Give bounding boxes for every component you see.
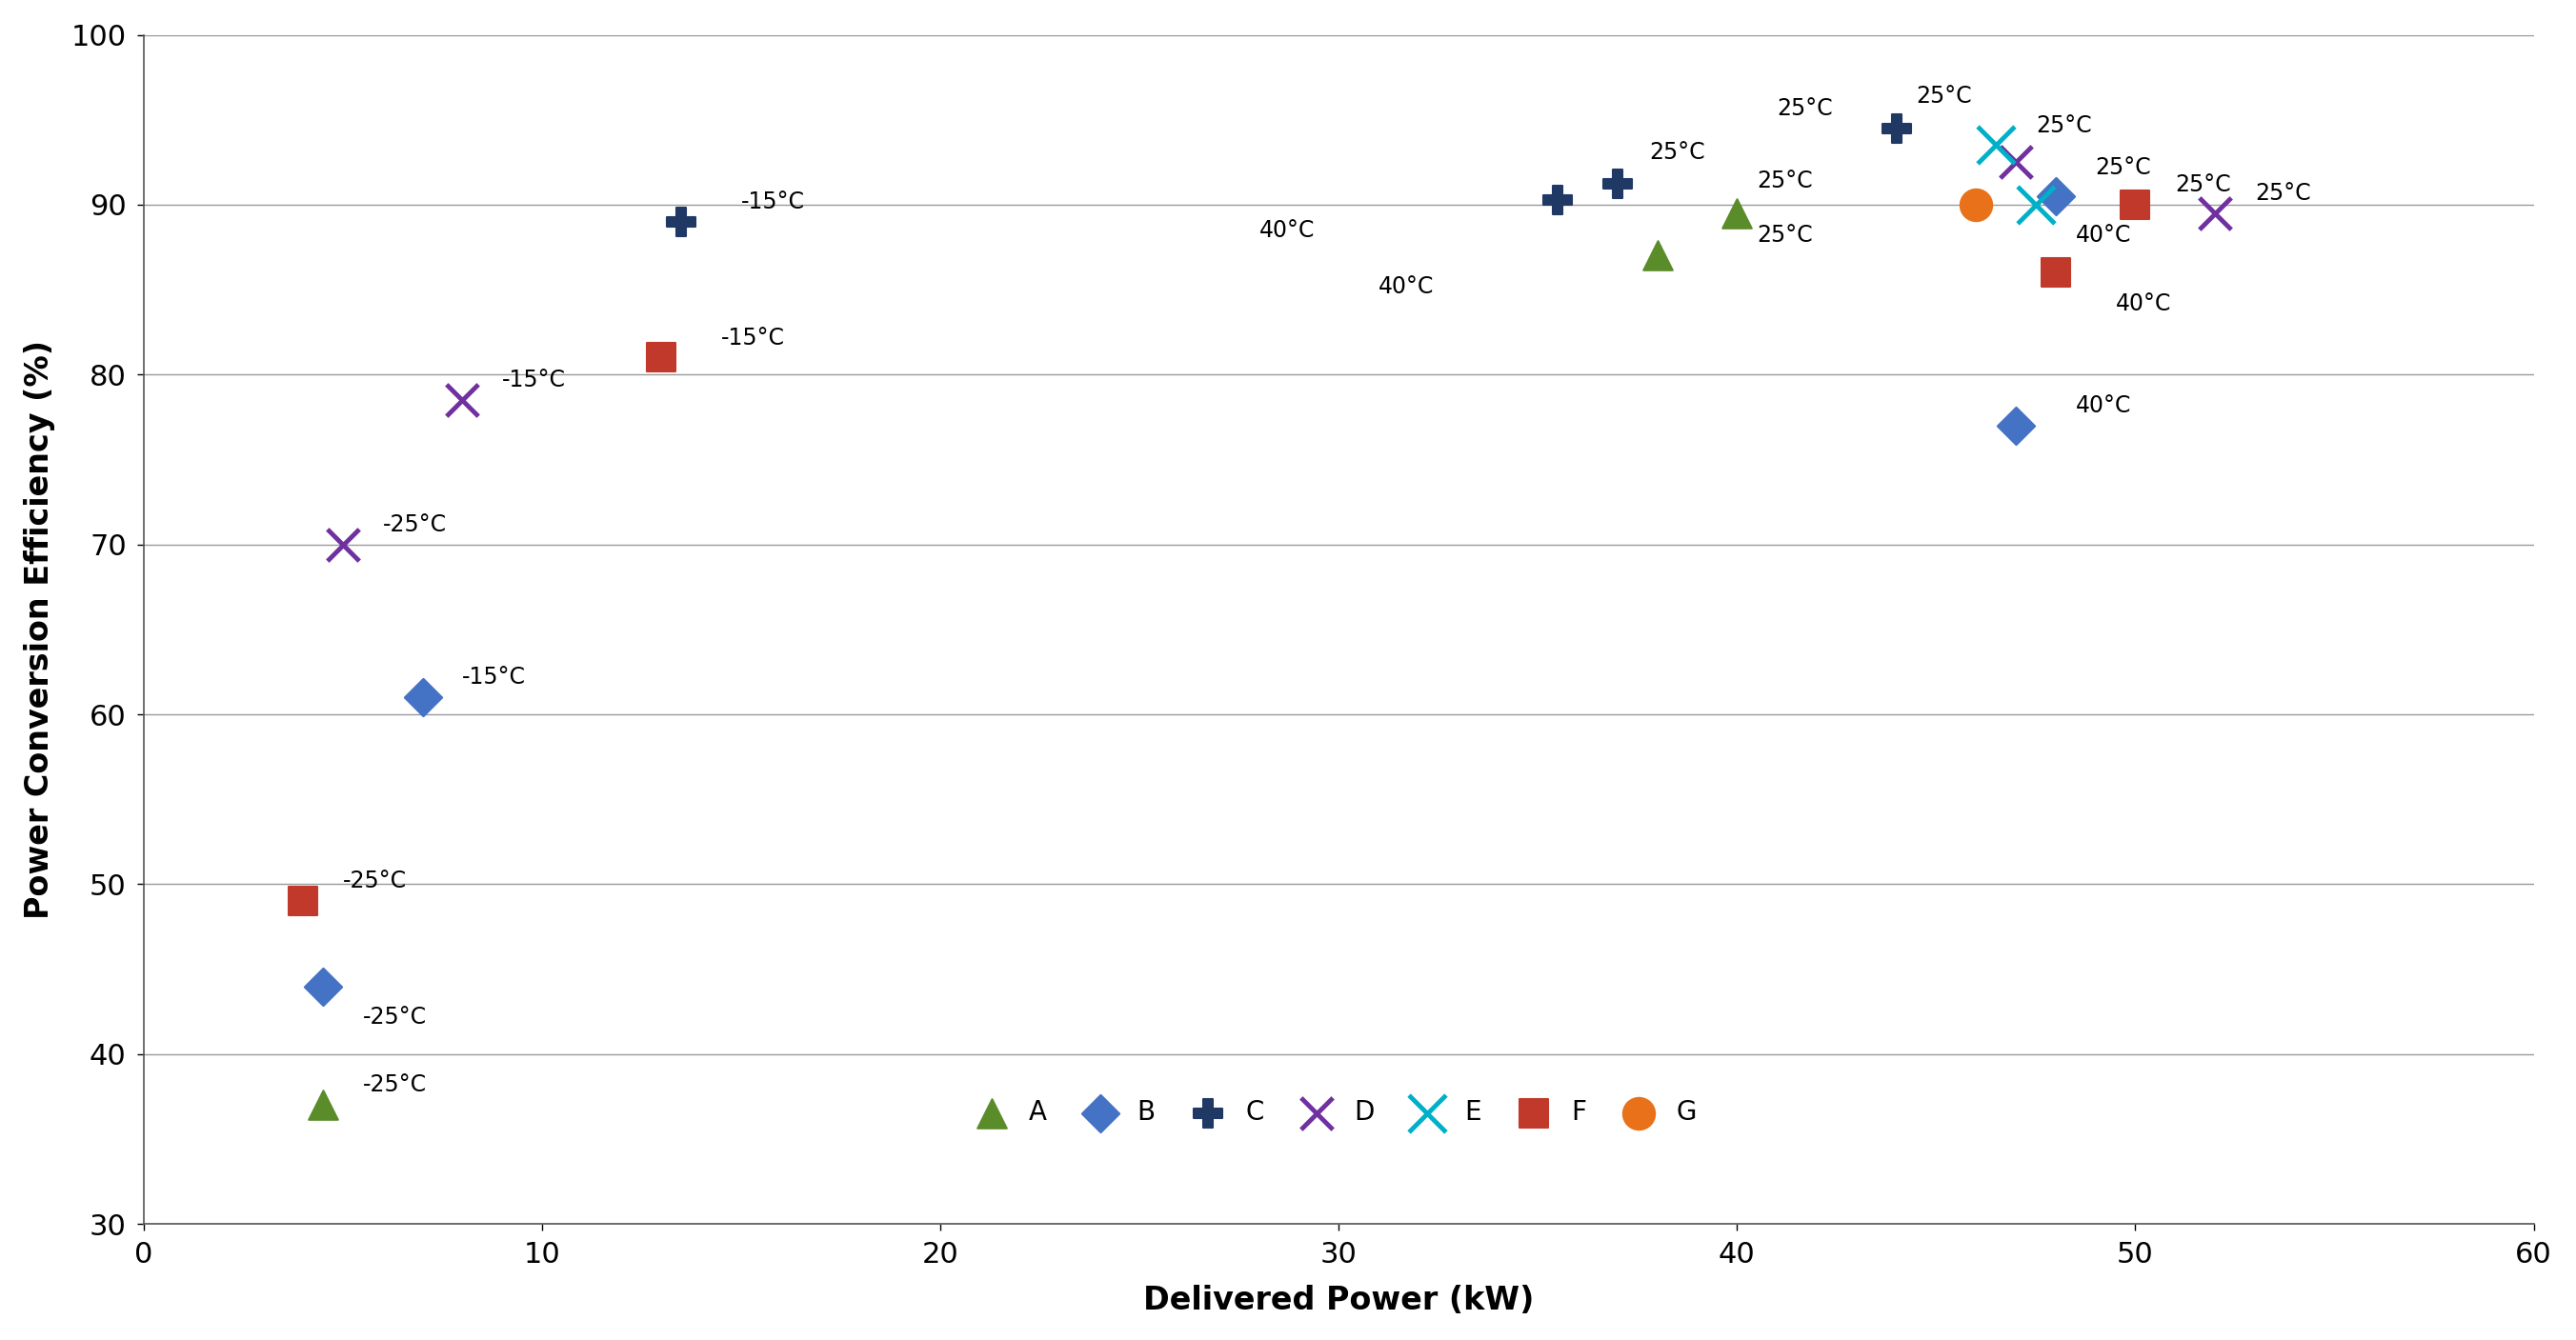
Text: -25°C: -25°C — [384, 513, 446, 536]
Point — [1996, 151, 2038, 173]
Point — [1955, 194, 1996, 216]
Point — [1597, 174, 1638, 196]
Point — [301, 1095, 343, 1116]
Point — [662, 210, 703, 232]
Point — [641, 347, 683, 368]
Text: -25°C: -25°C — [363, 1073, 428, 1096]
Text: 25°C: 25°C — [1649, 141, 1705, 163]
Text: -25°C: -25°C — [363, 1006, 428, 1029]
Point — [1875, 118, 1917, 139]
Text: 25°C: 25°C — [1757, 224, 1814, 247]
Point — [2014, 194, 2056, 216]
Text: 40°C: 40°C — [2076, 394, 2130, 417]
Text: 40°C: 40°C — [1260, 220, 1314, 243]
Point — [440, 390, 482, 411]
Text: 40°C: 40°C — [2076, 224, 2130, 247]
Point — [301, 976, 343, 997]
Point — [2035, 261, 2076, 283]
Text: 40°C: 40°C — [1378, 275, 1435, 297]
Point — [283, 891, 325, 913]
Text: 25°C: 25°C — [2094, 157, 2151, 180]
Legend: A, B, C, D, E, F, G: A, B, C, D, E, F, G — [958, 1091, 1705, 1134]
X-axis label: Delivered Power (kW): Delivered Power (kW) — [1144, 1285, 1535, 1316]
Text: 25°C: 25°C — [2254, 182, 2311, 205]
Point — [1716, 202, 1757, 224]
Point — [2115, 194, 2156, 216]
Text: 25°C: 25°C — [1757, 170, 1814, 193]
Point — [2035, 185, 2076, 206]
Point — [1636, 245, 1677, 267]
Y-axis label: Power Conversion Efficiency (%): Power Conversion Efficiency (%) — [23, 340, 54, 919]
Text: -15°C: -15°C — [502, 368, 567, 391]
Point — [1976, 134, 2017, 155]
Text: -15°C: -15°C — [742, 190, 806, 213]
Text: 25°C: 25°C — [2174, 173, 2231, 196]
Text: -25°C: -25°C — [343, 870, 407, 892]
Text: -15°C: -15°C — [721, 326, 786, 350]
Text: 25°C: 25°C — [1777, 96, 1832, 119]
Text: -15°C: -15°C — [461, 666, 526, 689]
Text: 25°C: 25°C — [1917, 84, 1973, 107]
Text: 40°C: 40°C — [2115, 292, 2172, 315]
Text: 25°C: 25°C — [2035, 114, 2092, 137]
Point — [322, 533, 363, 555]
Point — [1996, 415, 2038, 437]
Point — [2195, 202, 2236, 224]
Point — [402, 686, 443, 708]
Point — [1538, 189, 1579, 210]
